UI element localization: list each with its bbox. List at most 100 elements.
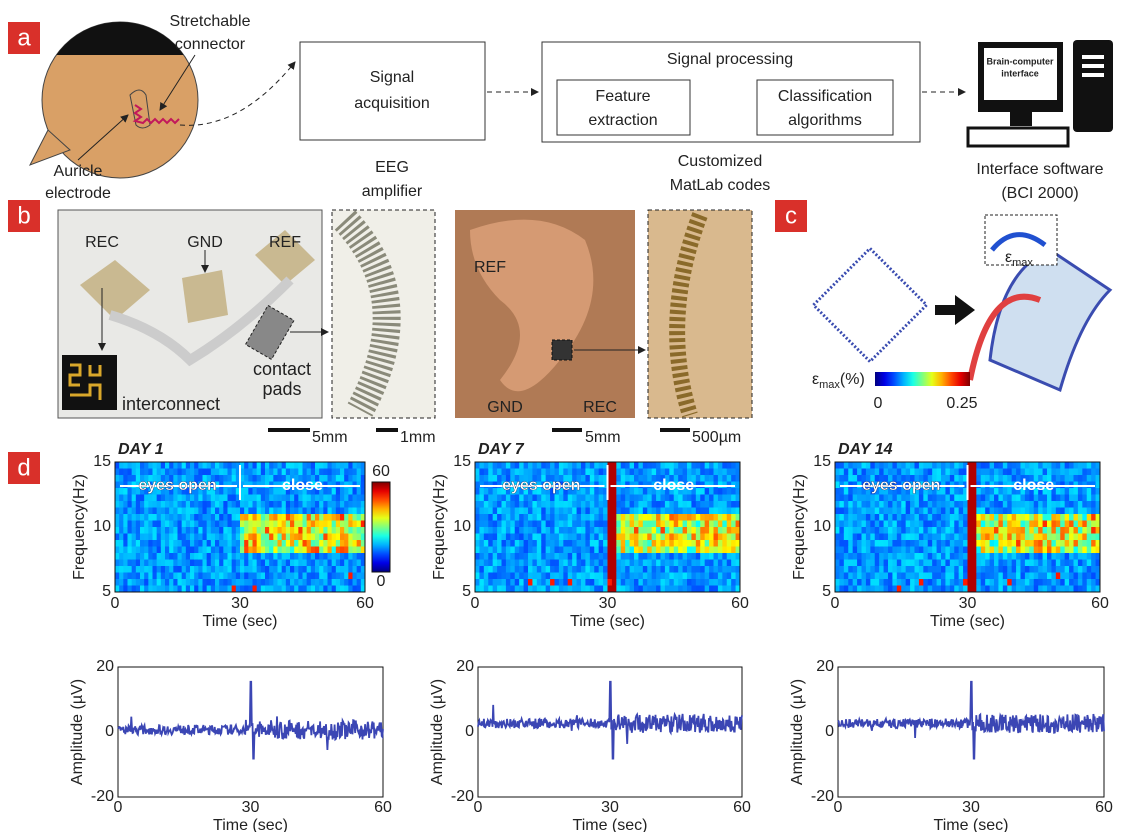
spectrogram-cell bbox=[581, 475, 586, 482]
spectrogram-cell bbox=[537, 540, 542, 547]
spectrogram-cell bbox=[976, 579, 981, 586]
spectrogram-cell bbox=[888, 547, 893, 554]
x-axis-label: Time (sec) bbox=[570, 613, 645, 630]
spectrogram-cell bbox=[340, 547, 345, 554]
spectrogram-cell bbox=[647, 514, 652, 521]
spectrogram-cell bbox=[563, 586, 568, 593]
spectrogram-cell bbox=[140, 579, 145, 586]
spectrogram-cell bbox=[348, 540, 353, 547]
spectrogram-cell bbox=[643, 469, 648, 476]
spectrogram-cell bbox=[652, 514, 657, 521]
spectrogram-cell bbox=[848, 495, 853, 502]
spectrogram-cell bbox=[215, 540, 220, 547]
spectrogram-cell bbox=[915, 586, 920, 593]
spectrogram-cell bbox=[976, 553, 981, 560]
spectrogram-cell bbox=[215, 501, 220, 508]
spectrogram-cell bbox=[1082, 540, 1087, 547]
spectrogram-cell bbox=[488, 469, 493, 476]
spectrogram-cell bbox=[1034, 462, 1039, 469]
spectrogram-cell bbox=[941, 469, 946, 476]
spectrogram-cell bbox=[165, 560, 170, 567]
spectrogram-cell bbox=[981, 527, 986, 534]
spectrogram-cell bbox=[340, 488, 345, 495]
spectrogram-cell bbox=[669, 462, 674, 469]
spectrogram-cell bbox=[319, 527, 324, 534]
spectrogram-cell bbox=[198, 553, 203, 560]
y-tick-label: 10 bbox=[93, 518, 111, 535]
spectrogram-cell bbox=[537, 566, 542, 573]
spectrogram-cell bbox=[1056, 508, 1061, 515]
spectrogram-cell bbox=[136, 540, 141, 547]
spectrogram-cell bbox=[928, 586, 933, 593]
spectrogram-cell bbox=[510, 540, 515, 547]
spectrogram-cell bbox=[669, 469, 674, 476]
spectrogram-cell bbox=[581, 462, 586, 469]
spectrogram-cell bbox=[932, 501, 937, 508]
spectrogram-cell bbox=[875, 527, 880, 534]
spectrogram-cell bbox=[344, 475, 349, 482]
spectrogram-cell bbox=[661, 527, 666, 534]
spectrogram-cell bbox=[1074, 521, 1079, 528]
spectrogram-cell bbox=[915, 514, 920, 521]
spectrogram-cell bbox=[479, 475, 484, 482]
spectrogram-cell bbox=[1043, 534, 1048, 541]
span-label: close bbox=[1013, 477, 1054, 494]
spectrogram-cell bbox=[261, 495, 266, 502]
spectrogram-cell bbox=[718, 501, 723, 508]
spectrogram-cell bbox=[311, 586, 316, 593]
spectrogram-cell bbox=[985, 521, 990, 528]
spectrogram-cell bbox=[550, 566, 555, 573]
spectrogram-cell bbox=[144, 495, 149, 502]
spectrogram-cell bbox=[1012, 553, 1017, 560]
spectrogram-cell bbox=[621, 508, 626, 515]
spectrogram-cell bbox=[307, 560, 312, 567]
spectrogram-cell bbox=[866, 534, 871, 541]
spectrogram-cell bbox=[257, 508, 262, 515]
spectrogram-cell bbox=[1025, 579, 1030, 586]
spectrogram-cell bbox=[537, 579, 542, 586]
spectrogram-cell bbox=[240, 514, 245, 521]
spectrogram-cell bbox=[315, 462, 320, 469]
spectrogram-cell bbox=[718, 469, 723, 476]
spectrogram-cell bbox=[625, 475, 630, 482]
spectrogram-cell bbox=[219, 521, 224, 528]
spectrogram-cell bbox=[524, 586, 529, 593]
spectrogram-cell bbox=[638, 495, 643, 502]
spectrogram-cell bbox=[568, 553, 573, 560]
spectrogram-cell bbox=[625, 501, 630, 508]
spectrogram-cell bbox=[616, 547, 621, 554]
spectrogram-cell bbox=[862, 462, 867, 469]
spectrogram-cell bbox=[1056, 579, 1061, 586]
spectrogram-cell bbox=[959, 586, 964, 593]
spectrogram-cell bbox=[290, 573, 295, 580]
spectrogram-cell bbox=[994, 560, 999, 567]
spectrogram-cell bbox=[1047, 495, 1052, 502]
spectrogram-cell bbox=[656, 586, 661, 593]
spectrogram-cell bbox=[568, 540, 573, 547]
spectrogram-cell bbox=[954, 547, 959, 554]
spectrogram-cell bbox=[328, 495, 333, 502]
spectrogram-cell bbox=[731, 495, 736, 502]
spectrogram-cell bbox=[901, 521, 906, 528]
spectrogram-cell bbox=[714, 527, 719, 534]
spectrogram-cell bbox=[950, 469, 955, 476]
spectrogram-cell bbox=[203, 469, 208, 476]
spectrogram-cell bbox=[315, 566, 320, 573]
spectrogram-cell bbox=[612, 547, 617, 554]
spectrogram-cell bbox=[123, 501, 128, 508]
spectrogram-cell bbox=[1060, 501, 1065, 508]
spectrogram-cell bbox=[207, 508, 212, 515]
spectrogram-cell bbox=[303, 495, 308, 502]
spectrogram-cell bbox=[585, 488, 590, 495]
spectrogram-cell bbox=[839, 501, 844, 508]
spectrogram-cell bbox=[353, 579, 358, 586]
spectrogram-cell bbox=[954, 508, 959, 515]
spectrogram-cell bbox=[1021, 508, 1026, 515]
spectrogram-cell bbox=[132, 534, 137, 541]
spectrogram-cell bbox=[901, 534, 906, 541]
spectrogram-cell bbox=[892, 508, 897, 515]
spectrogram-cell bbox=[348, 566, 353, 573]
spectrogram-cell bbox=[528, 521, 533, 528]
spectrogram-cell bbox=[709, 488, 714, 495]
spectrogram-cell bbox=[1082, 495, 1087, 502]
